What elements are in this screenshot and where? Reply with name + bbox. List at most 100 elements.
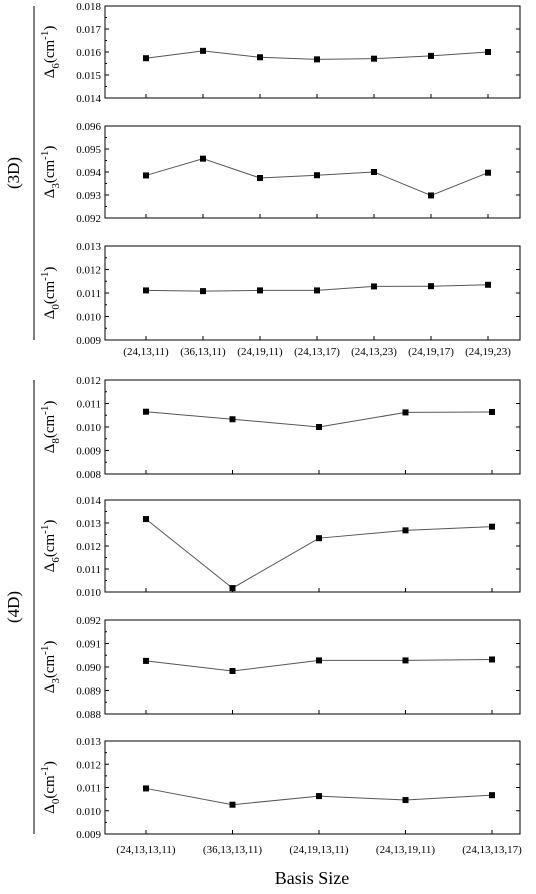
data-point <box>489 408 495 415</box>
series-line <box>145 518 493 589</box>
y-axis-label-part: ) <box>42 146 58 151</box>
y-axis-label-part: 8 <box>50 438 62 444</box>
data-point <box>402 657 409 664</box>
plot-frame <box>104 125 521 219</box>
data-point <box>143 408 149 415</box>
data-point <box>200 47 206 54</box>
data-point <box>489 523 495 530</box>
y-axis-label-part: 3 <box>50 678 62 684</box>
y-axis-label-part: -1 <box>39 272 51 281</box>
y-axis-label: Δ8(cm-1) <box>39 401 62 454</box>
data-point <box>229 801 236 808</box>
y-tick-label: 0.010 <box>76 312 101 324</box>
data-point <box>143 785 149 792</box>
y-axis-label-part: 6 <box>50 557 62 563</box>
y-tick-label: 0.013 <box>76 736 101 748</box>
y-tick-label: 0.011 <box>77 564 101 576</box>
y-tick-label: 0.012 <box>76 375 101 387</box>
data-point <box>489 656 495 663</box>
group-label: (4D) <box>4 591 23 623</box>
data-point <box>428 52 434 59</box>
y-axis-label-part: -1 <box>39 406 51 415</box>
y-axis-label-part: (cm <box>42 415 58 439</box>
data-point <box>200 288 206 295</box>
data-point <box>257 54 263 61</box>
y-axis-label-part: ) <box>42 401 58 406</box>
x-category-label: (24,19,23) <box>465 346 511 358</box>
y-tick-label: 0.013 <box>76 518 101 530</box>
y-axis-label-part: -1 <box>39 31 51 40</box>
y-tick-label: 0.016 <box>76 47 101 59</box>
x-category-label: (36,13,13,11) <box>203 844 263 856</box>
y-axis-label-part: Δ <box>42 683 58 693</box>
data-point <box>143 172 149 179</box>
data-point <box>489 792 495 799</box>
data-point <box>229 416 236 423</box>
y-axis-label-part: 0 <box>50 304 62 310</box>
y-tick-label: 0.096 <box>76 121 101 133</box>
y-axis-label-part: ) <box>42 520 58 525</box>
plot-frame <box>104 5 521 99</box>
y-tick-label: 0.009 <box>76 335 101 347</box>
data-point <box>428 192 434 199</box>
y-tick-label: 0.012 <box>76 541 101 553</box>
y-axis-label-part: ) <box>42 641 58 646</box>
y-tick-label: 0.090 <box>76 662 101 674</box>
y-axis-label-part: 3 <box>50 183 62 189</box>
y-axis-label: Δ3(cm-1) <box>39 146 62 199</box>
y-axis-label-part: ) <box>42 26 58 31</box>
x-category-label: (24,19,17) <box>408 346 454 358</box>
y-axis-label: Δ3(cm-1) <box>39 641 62 694</box>
data-point <box>200 155 206 162</box>
group-label: (3D) <box>4 157 23 189</box>
data-point <box>316 657 322 664</box>
y-axis-label-part: (cm <box>42 40 58 64</box>
x-category-label: (36,13,11) <box>180 346 226 358</box>
y-axis-label: Δ0(cm-1) <box>39 761 62 814</box>
data-point <box>371 283 377 290</box>
x-axis-title: Basis Size <box>275 868 350 888</box>
data-point <box>402 527 409 534</box>
y-tick-label: 0.014 <box>76 495 101 507</box>
panel-2: 0.092 0.093 0.094 0.095 0.096 Δ3(cm-1) <box>39 121 521 225</box>
y-tick-label: 0.008 <box>76 469 101 481</box>
data-point <box>229 585 236 592</box>
data-point <box>229 667 236 674</box>
plot-frame <box>104 499 521 593</box>
y-axis-label-part: -1 <box>39 151 51 160</box>
data-point <box>371 55 377 62</box>
y-tick-label: 0.012 <box>76 759 101 771</box>
x-category-label: (24,13,11) <box>123 346 169 358</box>
plot-frame <box>104 245 521 341</box>
panel-1: 0.014 0.015 0.016 0.017 0.018 Δ6(cm-1) <box>39 1 521 105</box>
data-point <box>371 169 377 175</box>
y-tick-label: 0.011 <box>77 399 101 411</box>
y-tick-label: 0.012 <box>76 265 101 277</box>
y-tick-label: 0.091 <box>76 639 101 651</box>
x-category-label: (24,19,11) <box>237 346 283 358</box>
y-tick-label: 0.095 <box>76 144 101 156</box>
y-tick-label: 0.018 <box>76 1 101 13</box>
panel-7: 0.009 0.010 0.011 0.012 0.013 Δ0(cm-1) <box>39 736 521 841</box>
y-tick-label: 0.092 <box>76 615 101 627</box>
y-tick-label: 0.010 <box>76 587 101 599</box>
y-tick-label: 0.009 <box>76 829 101 841</box>
y-tick-label: 0.092 <box>76 213 101 225</box>
y-axis-label-part: Δ <box>42 562 58 572</box>
y-tick-label: 0.013 <box>76 241 101 253</box>
y-axis-label-part: 6 <box>50 63 62 69</box>
y-axis-label: Δ6(cm-1) <box>39 520 62 573</box>
data-point <box>257 287 263 294</box>
y-axis-label-part: Δ <box>42 443 58 453</box>
data-point <box>314 172 320 179</box>
y-tick-label: 0.010 <box>76 422 101 434</box>
plot-frame <box>104 619 521 715</box>
x-category-label: (24,13,19,11) <box>376 844 436 856</box>
data-point <box>485 281 491 288</box>
y-axis-label: Δ6(cm-1) <box>39 26 62 79</box>
y-axis-label-part: Δ <box>42 188 58 198</box>
plot-frame <box>104 379 521 475</box>
y-tick-label: 0.009 <box>76 446 101 458</box>
